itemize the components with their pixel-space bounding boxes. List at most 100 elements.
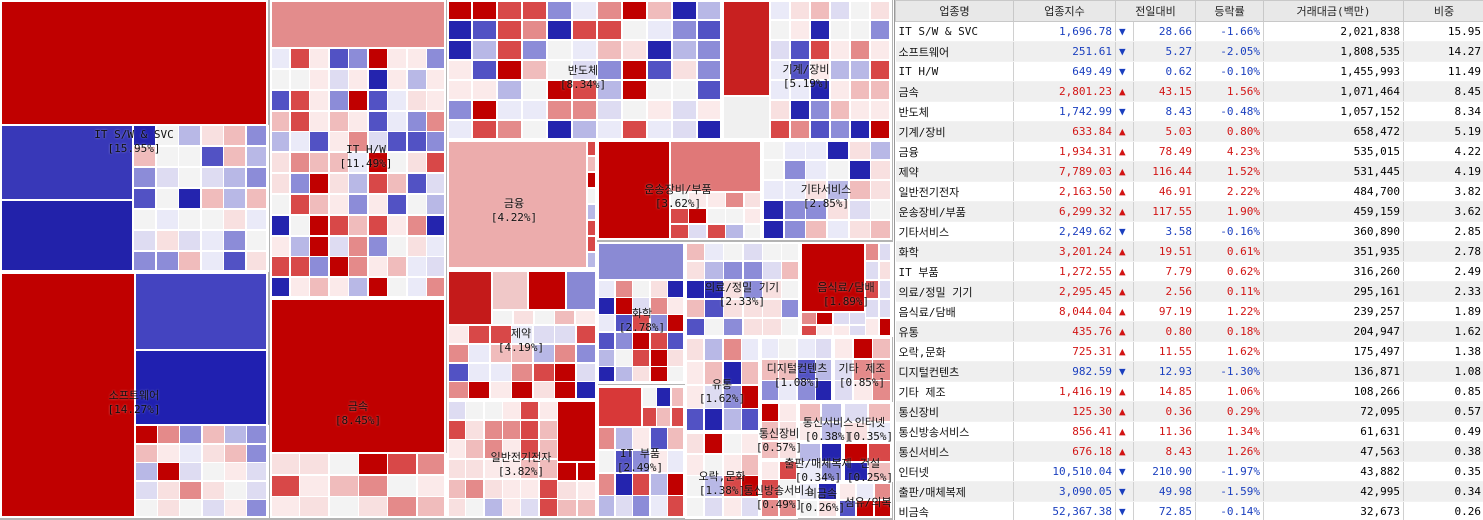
treemap-stock-cell[interactable] [246,462,269,481]
treemap-stock-cell[interactable] [723,299,743,318]
table-row[interactable]: 기타서비스 2,249.62 ▼ 3.58 -0.16% 360,890 2.85 [895,221,1483,242]
treemap-stock-cell[interactable] [223,146,246,167]
table-row[interactable]: 기계/장비 633.84 ▲ 5.03 0.80% 658,472 5.19 [895,121,1483,142]
treemap-stock-cell[interactable] [133,230,156,251]
treemap-stock-cell[interactable] [511,325,533,344]
treemap-stock-cell[interactable] [497,20,522,40]
treemap-stock-cell[interactable] [597,60,622,80]
treemap-stock-cell[interactable] [348,69,368,90]
treemap-sector-non-metal[interactable] [798,482,838,518]
treemap-stock-cell[interactable] [348,90,368,111]
treemap-stock-cell[interactable] [513,310,534,325]
treemap-stock-cell[interactable] [670,140,762,192]
treemap-stock-cell[interactable] [0,125,133,200]
table-row[interactable]: 제약 7,789.03 ▲ 116.44 1.52% 531,445 4.19 [895,161,1483,182]
treemap-stock-cell[interactable] [472,100,497,120]
treemap-stock-cell[interactable] [348,256,368,277]
treemap-stock-cell[interactable] [790,20,810,40]
treemap-stock-cell[interactable] [865,299,879,318]
treemap-stock-cell[interactable] [870,20,890,40]
treemap-sector-publishing[interactable] [798,442,843,482]
treemap-stock-cell[interactable] [309,131,329,152]
treemap-stock-cell[interactable] [810,100,830,120]
treemap-stock-cell[interactable] [299,453,329,475]
treemap-stock-cell[interactable] [632,314,650,332]
treemap-stock-cell[interactable] [830,60,850,80]
treemap-stock-cell[interactable] [688,208,707,224]
treemap-stock-cell[interactable] [554,344,576,363]
treemap-sector-digital-contents[interactable] [760,337,833,402]
treemap-sector-pharma[interactable] [447,270,597,400]
treemap-stock-cell[interactable] [348,48,368,69]
treemap-sector-retail[interactable] [685,337,760,432]
treemap-sector-chemical[interactable] [597,242,685,383]
treemap-stock-cell[interactable] [557,462,577,481]
treemap-stock-cell[interactable] [511,344,533,363]
treemap-stock-cell[interactable] [597,20,622,40]
treemap-stock-cell[interactable] [805,160,827,180]
treemap-stock-cell[interactable] [672,100,697,120]
treemap-stock-cell[interactable] [223,230,246,251]
treemap-stock-cell[interactable] [632,366,650,384]
treemap-stock-cell[interactable] [246,230,269,251]
treemap-stock-cell[interactable] [135,272,268,350]
header-weight[interactable]: 비중 [1403,0,1483,22]
treemap-stock-cell[interactable] [850,100,870,120]
treemap-stock-cell[interactable] [472,60,497,80]
treemap-stock-cell[interactable] [810,80,830,100]
treemap-stock-cell[interactable] [770,60,790,80]
treemap-stock-cell[interactable] [387,69,407,90]
treemap-stock-cell[interactable] [133,209,156,230]
treemap-stock-cell[interactable] [723,280,743,299]
treemap-stock-cell[interactable] [522,60,547,80]
treemap-stock-cell[interactable] [865,280,879,299]
treemap-stock-cell[interactable] [870,80,890,100]
header-sector-name[interactable]: 업종명 [895,0,1014,22]
treemap-stock-cell[interactable] [135,350,268,425]
table-row[interactable]: 금속 2,801.23 ▲ 43.15 1.56% 1,071,464 8.45 [895,81,1483,102]
treemap-stock-cell[interactable] [387,152,407,173]
treemap-stock-cell[interactable] [547,80,572,100]
treemap-stock-cell[interactable] [246,209,269,230]
treemap-stock-cell[interactable] [597,80,622,100]
treemap-stock-cell[interactable] [468,325,490,344]
treemap-stock-cell[interactable] [870,60,890,80]
treemap-stock-cell[interactable] [622,60,647,80]
treemap-stock-cell[interactable] [522,80,547,100]
treemap-stock-cell[interactable] [387,90,407,111]
treemap-stock-cell[interactable] [830,80,850,100]
table-row[interactable]: 인터넷 10,510.04 ▼ 210.90 -1.97% 43,882 0.35 [895,461,1483,482]
treemap-sector-metal[interactable] [270,298,446,518]
treemap-stock-cell[interactable] [178,167,201,188]
treemap-stock-cell[interactable] [547,100,572,120]
treemap-sector-telecom-equipment[interactable] [760,402,798,460]
table-row[interactable]: 통신서비스 676.18 ▲ 8.43 1.26% 47,563 0.38 [895,441,1483,462]
treemap-stock-cell[interactable] [830,100,850,120]
treemap-stock-cell[interactable] [179,425,202,444]
table-row[interactable]: 기타 제조 1,416.19 ▲ 14.85 1.06% 108,266 0.85 [895,381,1483,402]
treemap-stock-cell[interactable] [827,160,849,180]
treemap-stock-cell[interactable] [497,100,522,120]
table-row[interactable]: 통신방송서비스 856.41 ▲ 11.36 1.34% 61,631 0.49 [895,421,1483,442]
treemap-stock-cell[interactable] [465,439,484,459]
treemap-sector-electric[interactable] [447,400,597,518]
header-change[interactable]: 전일대비 [1114,0,1197,22]
table-row[interactable]: IT 부품 1,272.55 ▲ 7.79 0.62% 316,260 2.49 [895,261,1483,282]
treemap-stock-cell[interactable] [870,100,890,120]
treemap-stock-cell[interactable] [850,80,870,100]
treemap-stock-cell[interactable] [622,40,647,60]
treemap-stock-cell[interactable] [632,450,650,473]
treemap-sector-it-sw-svc[interactable] [0,0,268,272]
treemap-stock-cell[interactable] [849,312,866,325]
treemap-sector-other-services[interactable] [762,140,892,240]
treemap-stock-cell[interactable] [178,146,201,167]
treemap-stock-cell[interactable] [387,215,407,236]
treemap-stock-cell[interactable] [465,459,484,479]
treemap-stock-cell[interactable] [622,80,647,100]
treemap-stock-cell[interactable] [672,20,697,40]
treemap-stock-cell[interactable] [520,459,539,479]
treemap-stock-cell[interactable] [827,180,849,200]
treemap-stock-cell[interactable] [622,20,647,40]
treemap-stock-cell[interactable] [547,40,572,60]
table-row[interactable]: 디지털컨텐츠 982.59 ▼ 12.93 -1.30% 136,871 1.08 [895,361,1483,382]
